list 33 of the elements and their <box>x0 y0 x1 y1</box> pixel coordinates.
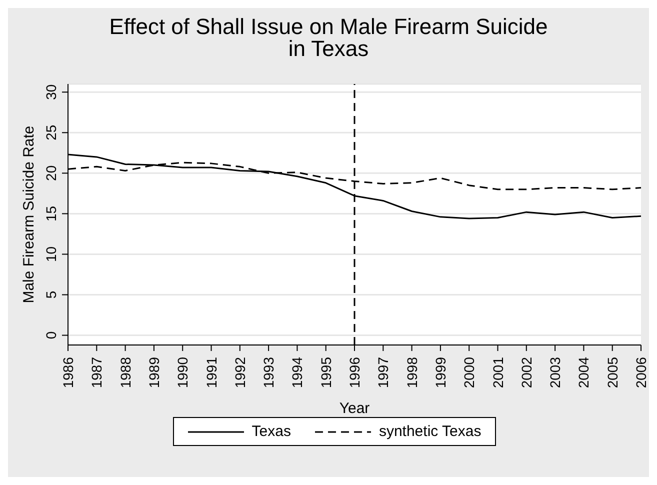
x-tick-label: 2002 <box>518 356 534 388</box>
y-tick-label: 10 <box>43 246 59 262</box>
x-tick-label: 2001 <box>490 356 506 388</box>
legend-label: synthetic Texas <box>378 423 482 440</box>
y-tick-label: 5 <box>43 290 59 299</box>
x-tick-label: 1999 <box>432 356 448 388</box>
x-tick-label: 1995 <box>318 356 334 388</box>
x-tick-label: 1988 <box>117 356 134 388</box>
x-tick-label: 2003 <box>547 356 564 388</box>
legend-label: Texas <box>252 423 291 440</box>
x-tick-label: 2006 <box>633 356 649 388</box>
x-tick-label: 1994 <box>289 356 306 388</box>
x-tick-label: 2005 <box>604 356 620 388</box>
x-axis-title: Year <box>339 400 370 417</box>
y-tick-label: 30 <box>43 84 59 100</box>
chart-title: Effect of Shall Issue on Male Firearm Suicide in Texas <box>108 14 549 61</box>
x-tick-label: 1996 <box>346 356 362 388</box>
x-tick-label: 1987 <box>88 356 105 388</box>
x-tick-label: 1993 <box>260 356 277 388</box>
y-tick-label: 0 <box>43 331 59 340</box>
x-tick-label: 1998 <box>404 356 420 388</box>
x-tick-label: 1989 <box>146 356 162 388</box>
y-tick-label: 25 <box>43 124 59 140</box>
y-axis-title: Male Firearm Suicide Rate <box>20 126 38 304</box>
x-tick-label: 1997 <box>375 356 392 388</box>
x-tick-label: 2004 <box>576 356 592 388</box>
x-tick-label: 2000 <box>461 356 478 388</box>
x-tick-label: 1991 <box>203 356 220 388</box>
x-tick-label: 1992 <box>232 356 248 388</box>
y-tick-label: 20 <box>43 165 59 181</box>
y-tick-label: 15 <box>43 206 59 222</box>
x-tick-label: 1986 <box>60 356 76 388</box>
x-tick-label: 1990 <box>174 356 191 388</box>
